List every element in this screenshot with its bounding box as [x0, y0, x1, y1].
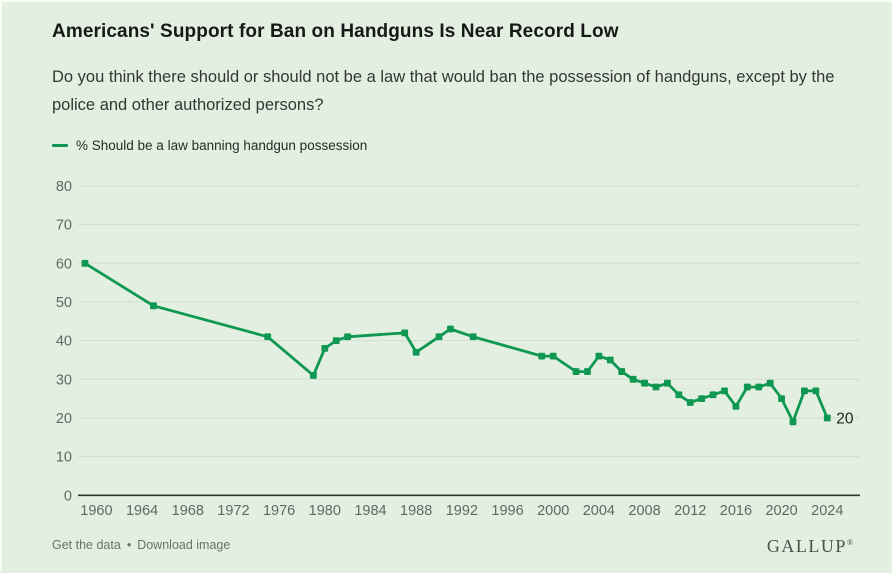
gallup-logo: GALLUP® — [766, 536, 853, 556]
legend-series-label: % Should be a law banning handgun posses… — [76, 138, 368, 153]
y-tick-label: 30 — [56, 372, 72, 388]
data-point-marker[interactable] — [664, 379, 671, 387]
x-tick-label: 2020 — [765, 503, 797, 519]
y-tick-label: 80 — [56, 179, 72, 195]
data-point-marker[interactable] — [469, 333, 477, 341]
data-point-marker[interactable] — [755, 383, 763, 391]
data-point-marker[interactable] — [595, 352, 603, 360]
data-point-marker[interactable] — [401, 329, 409, 337]
data-point-marker[interactable] — [823, 414, 831, 422]
data-point-marker[interactable] — [778, 395, 785, 403]
data-point-marker[interactable] — [652, 383, 660, 391]
data-point-marker[interactable] — [435, 333, 443, 341]
x-tick-label: 2008 — [628, 503, 660, 519]
data-point-marker[interactable] — [675, 391, 683, 399]
data-point-marker[interactable] — [447, 325, 454, 333]
data-point-marker[interactable] — [538, 352, 546, 360]
x-tick-label: 1960 — [80, 503, 112, 519]
data-point-marker[interactable] — [743, 383, 751, 391]
data-point-marker[interactable] — [321, 344, 329, 352]
x-tick-label: 1968 — [172, 503, 204, 519]
legend-line-swatch-icon — [52, 144, 68, 147]
data-point-marker[interactable] — [150, 302, 157, 310]
x-tick-label: 1992 — [446, 503, 478, 519]
y-tick-label: 70 — [56, 218, 72, 234]
y-tick-label: 50 — [56, 295, 72, 311]
data-point-marker[interactable] — [572, 368, 580, 375]
data-point-marker[interactable] — [309, 372, 317, 379]
x-tick-label: 1984 — [354, 503, 386, 519]
data-point-marker[interactable] — [686, 399, 694, 406]
data-point-marker[interactable] — [629, 375, 637, 383]
data-point-marker[interactable] — [721, 387, 728, 395]
y-tick-label: 10 — [56, 450, 72, 466]
chart-legend: % Should be a law banning handgun posses… — [52, 138, 367, 153]
get-the-data-link[interactable]: Get the data — [52, 538, 121, 552]
x-tick-label: 1964 — [126, 503, 158, 519]
data-point-marker[interactable] — [789, 418, 797, 426]
data-point-marker[interactable] — [81, 259, 89, 267]
registered-mark: ® — [846, 538, 853, 547]
x-tick-label: 2004 — [583, 503, 615, 519]
data-point-marker[interactable] — [709, 391, 717, 399]
x-tick-label: 2024 — [811, 503, 843, 519]
x-tick-label: 1976 — [263, 503, 295, 519]
x-tick-label: 1988 — [400, 503, 432, 519]
question-subtitle: Do you think there should or should not … — [52, 68, 835, 114]
data-point-marker[interactable] — [698, 395, 706, 403]
data-point-marker[interactable] — [584, 368, 591, 375]
x-tick-label: 2012 — [674, 503, 706, 519]
x-tick-label: 1972 — [217, 503, 249, 519]
page-title: Americans' Support for Ban on Handguns I… — [52, 21, 619, 42]
x-tick-label: 2000 — [537, 503, 569, 519]
last-value-label: 20 — [836, 410, 854, 427]
x-tick-label: 2016 — [720, 503, 752, 519]
data-point-marker[interactable] — [549, 352, 557, 360]
y-tick-label: 60 — [56, 256, 72, 272]
x-tick-label: 1980 — [309, 503, 341, 519]
data-point-marker[interactable] — [264, 333, 272, 341]
data-point-marker[interactable] — [766, 379, 774, 387]
data-point-marker[interactable] — [606, 356, 614, 364]
download-image-link[interactable]: Download image — [137, 538, 231, 552]
y-tick-label: 40 — [56, 334, 72, 350]
data-point-marker[interactable] — [812, 387, 820, 395]
data-point-marker[interactable] — [641, 379, 648, 387]
data-point-marker[interactable] — [332, 337, 340, 345]
data-point-marker[interactable] — [344, 333, 352, 341]
data-point-marker[interactable] — [412, 348, 420, 356]
y-tick-label: 20 — [56, 411, 72, 427]
x-tick-label: 1996 — [491, 503, 523, 519]
footer-links: Get the data • Download image — [52, 538, 230, 552]
data-point-marker[interactable] — [732, 402, 740, 410]
y-tick-label: 0 — [64, 488, 72, 504]
data-point-marker[interactable] — [618, 368, 626, 375]
data-point-marker[interactable] — [801, 387, 808, 395]
footer-separator: • — [126, 538, 132, 552]
